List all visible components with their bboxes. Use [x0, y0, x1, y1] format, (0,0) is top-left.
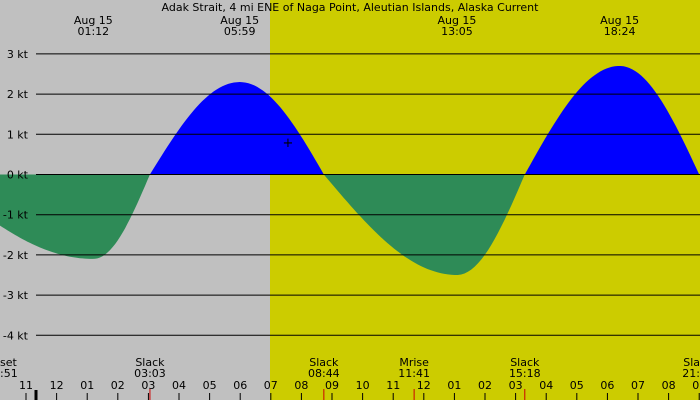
y-tick-label: 0 kt	[7, 169, 29, 182]
y-tick-label: 2 kt	[7, 88, 29, 101]
x-tick-label: 10	[356, 379, 370, 392]
max-event-time: 05:59	[224, 25, 256, 38]
x-axis-ticks	[25, 389, 700, 400]
x-tick-label: 05	[203, 379, 217, 392]
x-tick-label: 11	[386, 379, 400, 392]
y-tick-label: -1 kt	[3, 209, 29, 222]
event-time: :51	[0, 367, 18, 380]
event-time: 15:18	[509, 367, 541, 380]
y-tick-label: 1 kt	[7, 128, 29, 141]
y-tick-label: -2 kt	[3, 249, 29, 262]
ebb-area	[323, 174, 525, 275]
y-tick-label: -3 kt	[3, 289, 29, 302]
max-event-time: 18:24	[604, 25, 636, 38]
x-tick-label: 03	[509, 379, 523, 392]
x-tick-label: 05	[570, 379, 584, 392]
event-time: 03:03	[134, 367, 166, 380]
x-tick-label: 07	[264, 379, 278, 392]
x-tick-label: 08	[662, 379, 676, 392]
chart-title: Adak Strait, 4 mi ENE of Naga Point, Ale…	[162, 1, 540, 14]
y-axis-labels: 3 kt 2 kt 1 kt 0 kt -1 kt -2 kt -3 kt -4 kt	[3, 48, 29, 342]
x-axis-hour-labels: 11 12 01 02 03 04 05 06 07 08 09 10 11 12 01 02 03 04 05 06…	[19, 379, 700, 392]
flood-area	[149, 82, 324, 175]
event-label: Slack	[309, 356, 339, 369]
current-areas	[0, 66, 700, 275]
x-tick-label: 12	[417, 379, 431, 392]
event-label: set	[0, 356, 17, 369]
now-marker: +	[283, 136, 294, 151]
x-tick-label: 02	[478, 379, 492, 392]
event-label: Mrise	[399, 356, 429, 369]
x-tick-label: 09	[692, 379, 700, 392]
event-time: 11:41	[398, 367, 430, 380]
x-tick-label: 11	[19, 379, 33, 392]
event-label: Slack	[510, 356, 540, 369]
event-label: Sla	[683, 356, 700, 369]
grid-lines	[36, 53, 700, 336]
y-tick-label: -4 kt	[3, 329, 29, 342]
event-time: 21:	[682, 367, 700, 380]
event-labels: Slack03:03Slack08:44Slack15:18Sla21:set:…	[0, 356, 700, 380]
max-event-date: Aug 15	[220, 14, 259, 27]
ebb-area	[0, 174, 150, 259]
x-tick-label: 12	[50, 379, 64, 392]
flood-area	[524, 66, 700, 175]
x-tick-label: 01	[447, 379, 461, 392]
x-tick-label: 07	[631, 379, 645, 392]
x-tick-label: 08	[294, 379, 308, 392]
max-event-date: Aug 15	[600, 14, 639, 27]
x-tick-label: 06	[600, 379, 614, 392]
event-label: Slack	[135, 356, 165, 369]
x-tick-label: 03	[141, 379, 155, 392]
x-tick-label: 04	[539, 379, 553, 392]
max-event-time: 13:05	[441, 25, 473, 38]
x-tick-label: 04	[172, 379, 186, 392]
max-event-date: Aug 15	[74, 14, 113, 27]
y-tick-label: 3 kt	[7, 48, 29, 61]
x-tick-label: 02	[111, 379, 125, 392]
event-time: 08:44	[308, 367, 340, 380]
x-tick-label: 06	[233, 379, 247, 392]
max-event-time: 01:12	[77, 25, 109, 38]
x-tick-label: 09	[325, 379, 339, 392]
max-event-date: Aug 15	[437, 14, 476, 27]
x-tick-label: 01	[80, 379, 94, 392]
